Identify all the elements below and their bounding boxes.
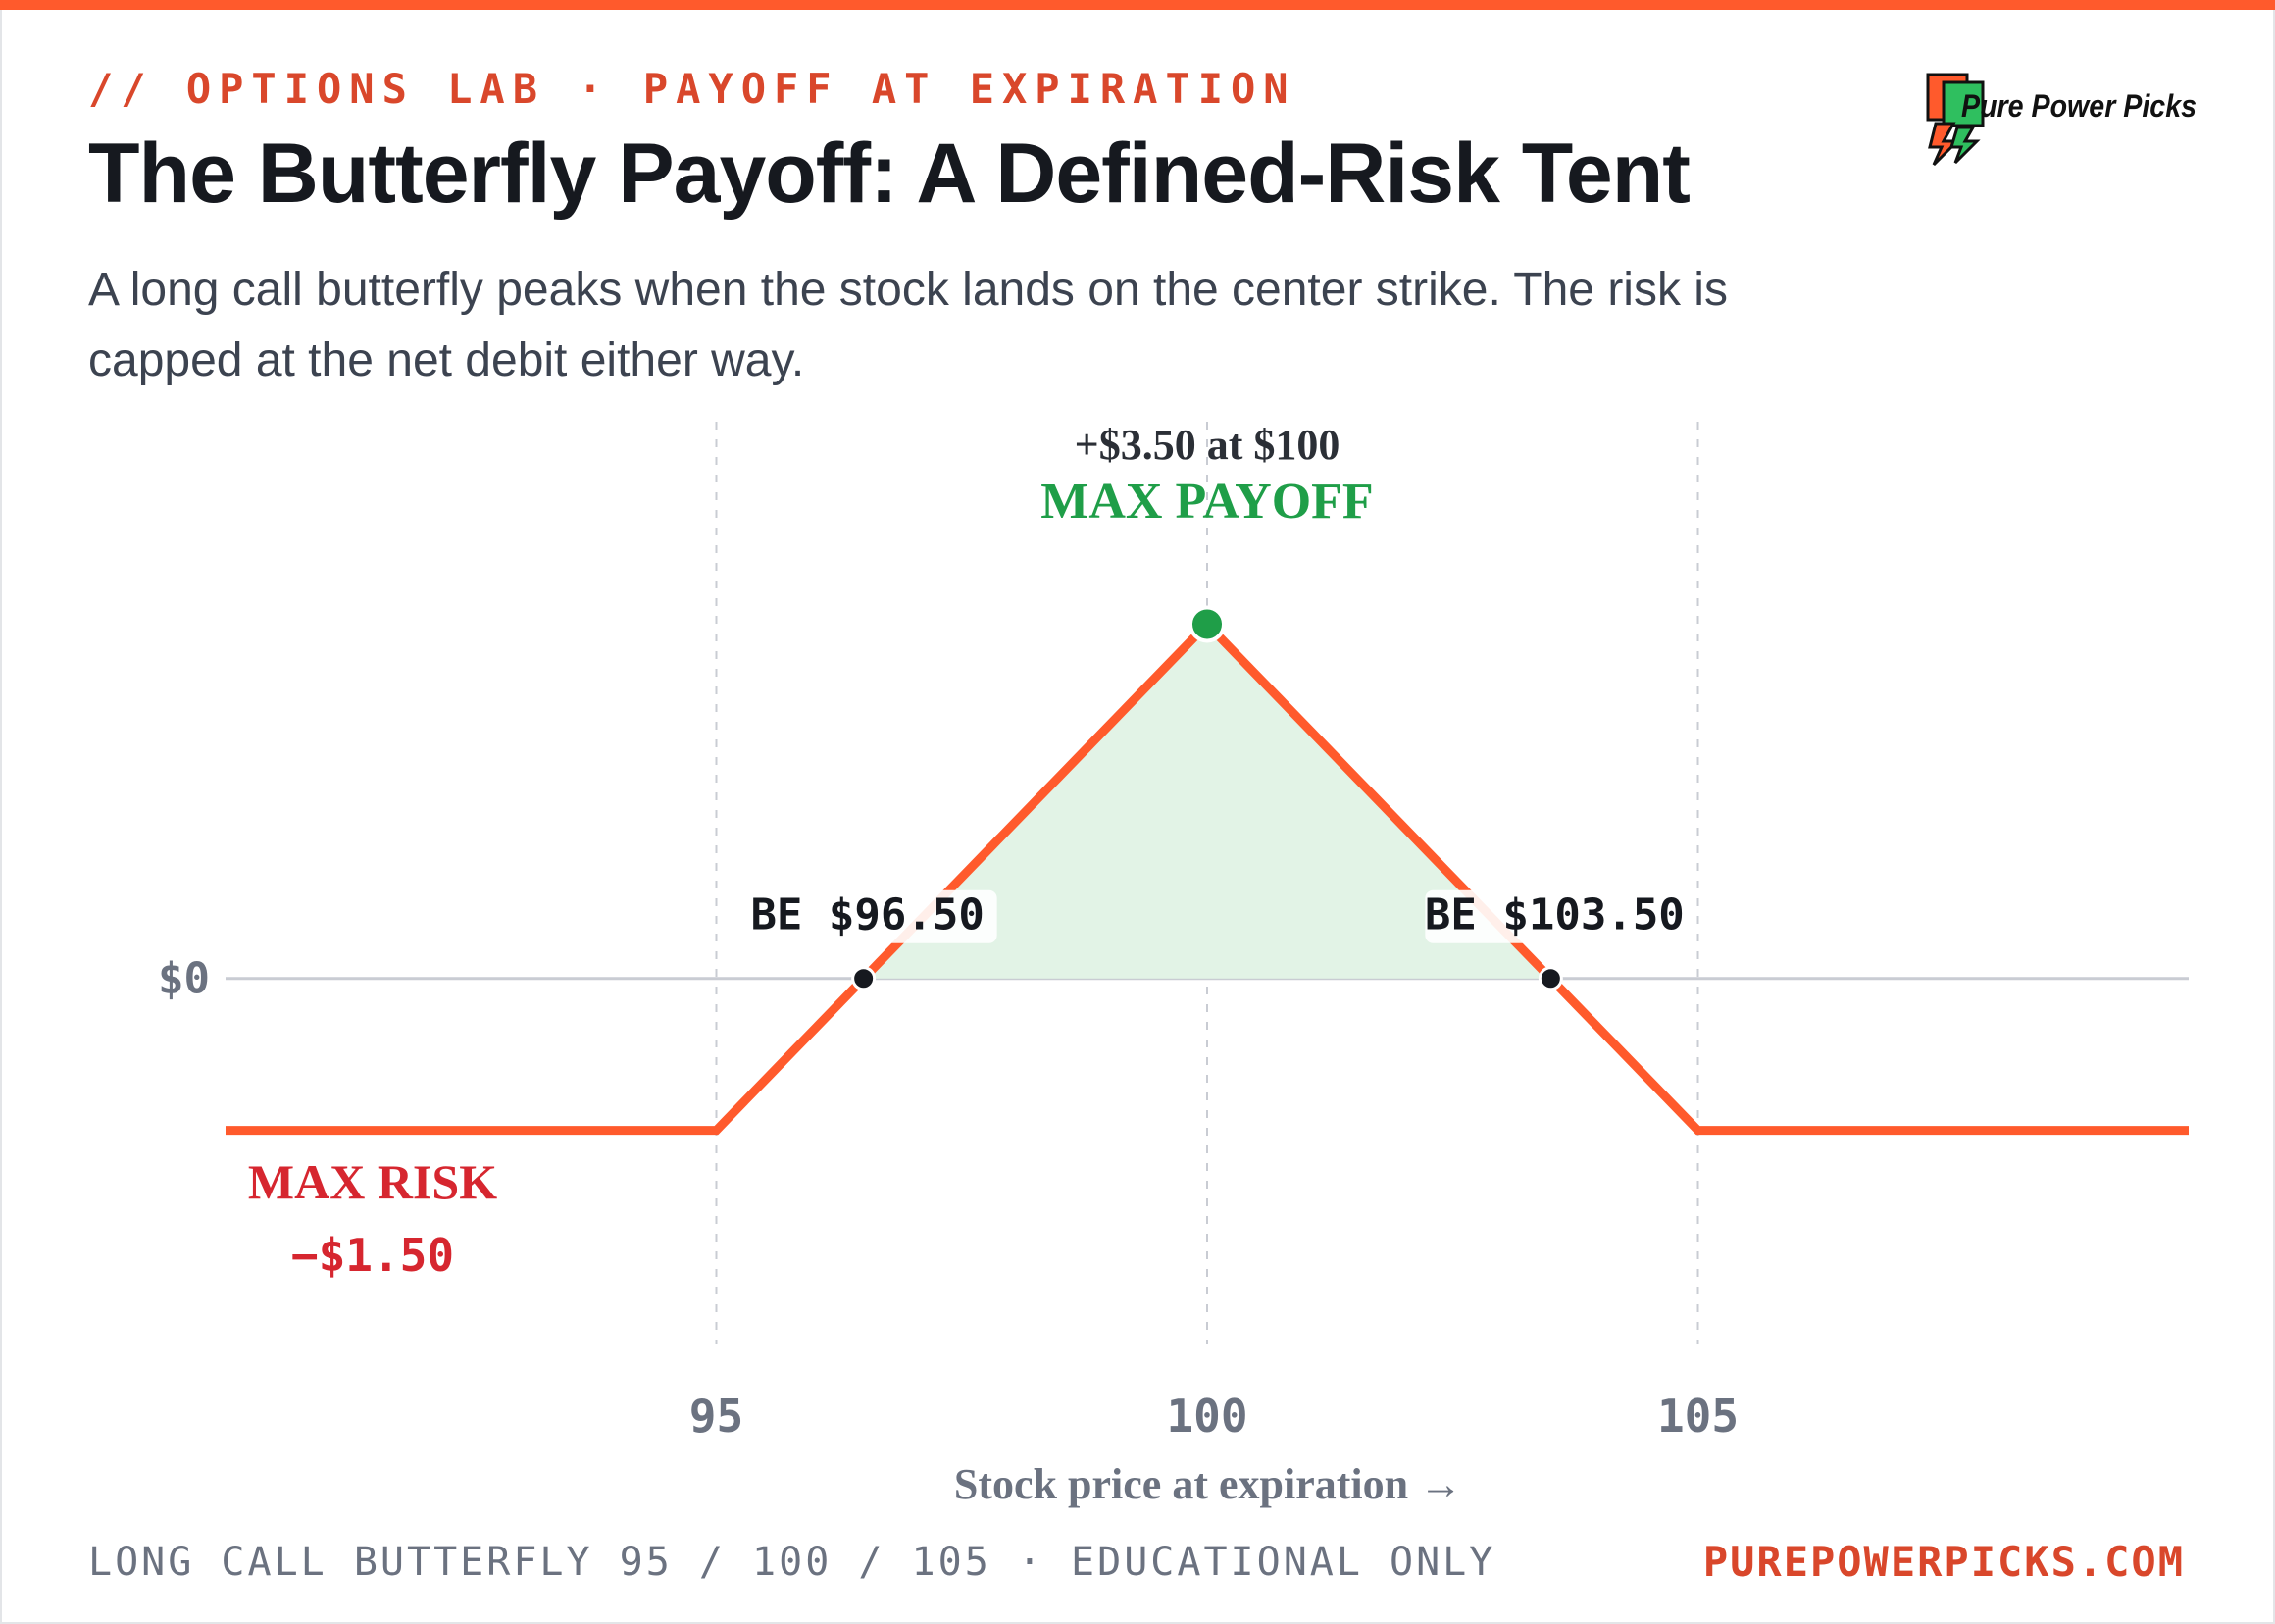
x-tick-label: 105 [1657,1390,1739,1443]
max-payoff-label: MAX PAYOFF [1040,474,1373,530]
x-tick-label: 100 [1166,1390,1247,1443]
page-title: The Butterfly Payoff: A Defined-Risk Ten… [88,127,1691,221]
lightning-bolt-icon [1926,73,1985,167]
page-subtitle: A long call butterfly peaks when the sto… [88,264,1728,386]
marker-layer [851,605,1563,991]
footer-site-link[interactable]: PUREPOWERPICKS.COM [1702,1538,2185,1586]
breakeven-label-bg [1425,889,1685,943]
brand-logo: Pure Power Picks [1926,73,2197,167]
footer-note: LONG CALL BUTTERFLY 95 / 100 / 105 · EDU… [88,1540,1496,1585]
accent-bar [0,0,2275,10]
breakeven-label: BE $103.50 [1425,890,1685,940]
y-tick-label: $0 [158,954,210,1004]
breakeven-label-bg [737,889,997,943]
brand-logo-text: Pure Power Picks [1961,88,2197,124]
max-payoff-value-label: +$3.50 at $100 [1075,421,1340,469]
breakeven-marker [851,966,877,991]
max-risk-value-label: −$1.50 [291,1229,454,1282]
kicker: // OPTIONS LAB · PAYOFF AT EXPIRATION [88,65,1296,113]
breakeven-marker [1538,966,1563,991]
x-tick-label: 95 [689,1390,743,1443]
label-layer: 95 100 105 $0 BE $96.50 BE $103.50 +$3.50 at $… [158,421,1739,1508]
max-payoff-marker [1188,605,1226,643]
breakeven-label: BE $96.50 [750,890,984,940]
max-risk-label: MAX RISK [248,1154,497,1209]
profit-area [863,624,1551,979]
x-axis-label: Stock price at expiration → [954,1460,1462,1508]
